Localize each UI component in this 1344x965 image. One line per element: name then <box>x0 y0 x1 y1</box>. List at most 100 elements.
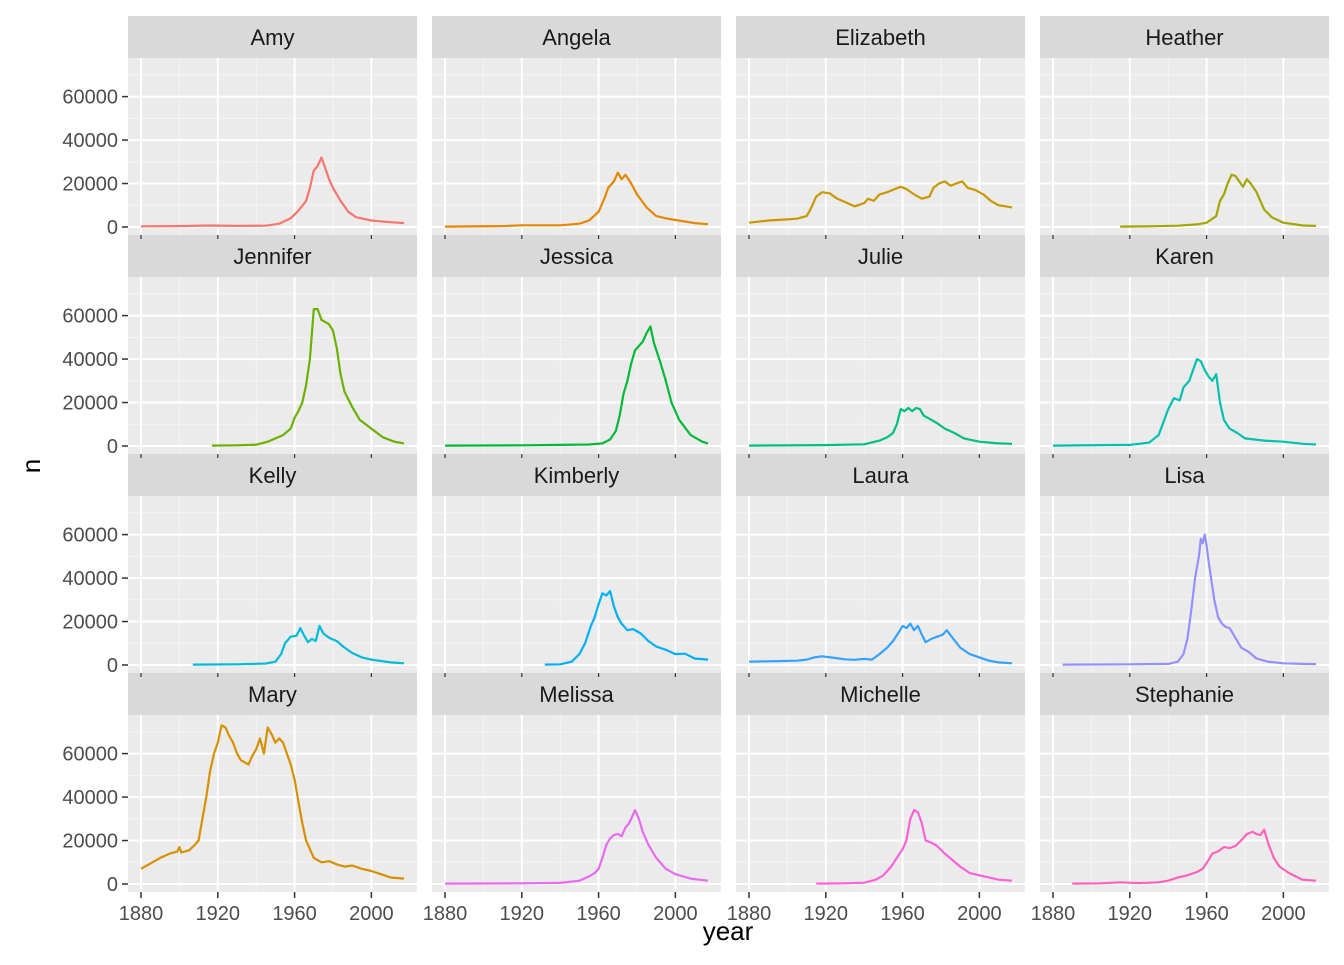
facet-label-julie: Julie <box>858 244 903 269</box>
panel-background-elizabeth <box>736 58 1025 235</box>
panel-background-amy <box>128 58 417 235</box>
panel-background-mary <box>128 715 417 892</box>
facet-label-stephanie: Stephanie <box>1135 682 1234 707</box>
facet-strip-stephanie <box>1040 673 1329 715</box>
facet-panel-kimberly: Kimberly <box>432 454 721 673</box>
panel-background-laura <box>736 496 1025 673</box>
facet-panel-michelle: Michelle <box>736 673 1025 892</box>
panel-background-kelly <box>128 496 417 673</box>
series-line-angela <box>444 171 709 228</box>
y-tick-label: 0 <box>107 217 118 239</box>
panel-background-julie <box>736 277 1025 454</box>
series-line-jessica <box>444 325 709 447</box>
facet-strip-jennifer <box>128 235 417 277</box>
facet-strip-elizabeth <box>736 16 1025 58</box>
panel-background-michelle <box>736 715 1025 892</box>
x-tick-label: 2000 <box>349 903 394 925</box>
series-line-elizabeth <box>748 180 1013 224</box>
facet-panel-melissa: Melissa <box>432 673 721 892</box>
series-line-amy <box>140 156 405 228</box>
facet-strip-michelle <box>736 673 1025 715</box>
facet-panel-angela: Angela <box>432 16 721 235</box>
y-tick-label: 0 <box>107 655 118 677</box>
panel-background-stephanie <box>1040 715 1329 892</box>
facet-label-jessica: Jessica <box>540 244 614 269</box>
y-tick-label: 60000 <box>62 525 118 547</box>
facet-label-amy: Amy <box>251 25 295 50</box>
x-tick-label: 1920 <box>500 903 545 925</box>
panel-background-karen <box>1040 277 1329 454</box>
x-tick-label: 2000 <box>1261 903 1306 925</box>
panel-background-angela <box>432 58 721 235</box>
x-axis: 1880 1920 1960 2000 1880 1920 1960 2000 1880 1920… <box>119 235 1306 925</box>
facet-label-kimberly: Kimberly <box>534 463 620 488</box>
facet-strip-karen <box>1040 235 1329 277</box>
series-line-mary <box>140 724 405 880</box>
facet-panel-heather: Heather <box>1040 16 1329 235</box>
facet-panel-lisa: Lisa <box>1040 454 1329 673</box>
facet-strip-mary <box>128 673 417 715</box>
facet-panel-stephanie: Stephanie <box>1040 673 1329 892</box>
y-tick-label: 0 <box>107 436 118 458</box>
panels-layer: Amy Angela Elizabeth Heather Jennifer Jessica… <box>128 16 1329 892</box>
series-line-julie <box>748 406 1013 447</box>
x-tick-label: 1960 <box>272 903 317 925</box>
facet-label-elizabeth: Elizabeth <box>835 25 926 50</box>
facet-label-michelle: Michelle <box>840 682 921 707</box>
y-tick-label: 60000 <box>62 744 118 766</box>
facet-label-mary: Mary <box>248 682 297 707</box>
facet-label-angela: Angela <box>542 25 611 50</box>
y-tick-label: 20000 <box>62 174 118 196</box>
x-tick-label: 1880 <box>119 903 164 925</box>
facet-label-jennifer: Jennifer <box>233 244 311 269</box>
facet-label-kelly: Kelly <box>249 463 297 488</box>
panel-background-jessica <box>432 277 721 454</box>
series-line-jennifer <box>211 308 405 447</box>
series-line-kimberly <box>544 590 709 666</box>
facet-strip-heather <box>1040 16 1329 58</box>
facet-panel-elizabeth: Elizabeth <box>736 16 1025 235</box>
panel-background-melissa <box>432 715 721 892</box>
facet-panel-jennifer: Jennifer <box>128 235 417 454</box>
facet-label-heather: Heather <box>1145 25 1223 50</box>
facet-panel-laura: Laura <box>736 454 1025 673</box>
x-tick-label: 1960 <box>880 903 925 925</box>
facet-label-melissa: Melissa <box>539 682 614 707</box>
facet-panel-amy: Amy <box>128 16 417 235</box>
facet-label-lisa: Lisa <box>1164 463 1205 488</box>
series-line-laura <box>748 622 1013 665</box>
panel-background-jennifer <box>128 277 417 454</box>
panel-background-kimberly <box>432 496 721 673</box>
facet-strip-lisa <box>1040 454 1329 496</box>
x-tick-label: 1880 <box>1031 903 1076 925</box>
facet-panel-julie: Julie <box>736 235 1025 454</box>
facet-panel-karen: Karen <box>1040 235 1329 454</box>
facet-strip-kelly <box>128 454 417 496</box>
x-tick-label: 2000 <box>653 903 698 925</box>
y-tick-label: 20000 <box>62 612 118 634</box>
series-line-lisa <box>1062 533 1317 666</box>
y-tick-label: 40000 <box>62 130 118 152</box>
x-tick-label: 2000 <box>957 903 1002 925</box>
facet-strip-julie <box>736 235 1025 277</box>
series-line-karen <box>1052 358 1317 447</box>
series-line-kelly <box>192 624 405 666</box>
y-tick-label: 60000 <box>62 87 118 109</box>
x-tick-label: 1920 <box>804 903 849 925</box>
facet-strip-melissa <box>432 673 721 715</box>
x-tick-label: 1920 <box>196 903 241 925</box>
y-tick-label: 60000 <box>62 306 118 328</box>
facet-panel-jessica: Jessica <box>432 235 721 454</box>
facet-label-karen: Karen <box>1155 244 1214 269</box>
y-tick-label: 20000 <box>62 393 118 415</box>
facet-strip-laura <box>736 454 1025 496</box>
series-line-michelle <box>816 809 1013 885</box>
x-tick-label: 1880 <box>727 903 772 925</box>
x-tick-label: 1920 <box>1108 903 1153 925</box>
x-tick-label: 1960 <box>576 903 621 925</box>
y-axis: 0 20000 40000 60000 0 20000 40000 60000 0 20000 40… <box>62 87 128 896</box>
series-line-melissa <box>444 809 709 885</box>
y-tick-label: 0 <box>107 874 118 896</box>
y-tick-label: 40000 <box>62 568 118 590</box>
